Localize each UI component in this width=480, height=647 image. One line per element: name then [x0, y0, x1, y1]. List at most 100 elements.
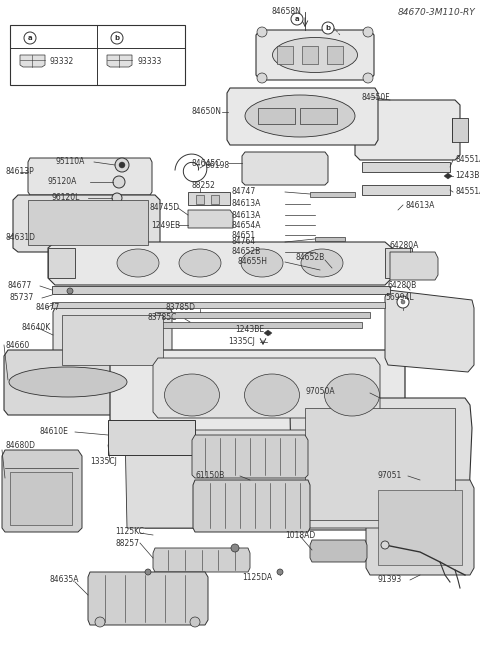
- Text: 64280B: 64280B: [388, 281, 417, 289]
- Bar: [277, 46, 293, 64]
- Ellipse shape: [165, 374, 219, 416]
- Polygon shape: [108, 420, 195, 455]
- Polygon shape: [378, 490, 462, 565]
- Circle shape: [111, 32, 123, 44]
- Circle shape: [322, 22, 334, 34]
- Circle shape: [363, 73, 373, 83]
- Circle shape: [95, 617, 105, 627]
- Text: b: b: [325, 25, 331, 31]
- Ellipse shape: [117, 249, 159, 277]
- Polygon shape: [290, 398, 472, 530]
- Text: 83785D: 83785D: [165, 303, 195, 313]
- Polygon shape: [10, 472, 72, 525]
- Circle shape: [257, 73, 267, 83]
- Circle shape: [363, 27, 373, 37]
- Ellipse shape: [324, 374, 380, 416]
- Circle shape: [257, 27, 267, 37]
- Polygon shape: [305, 408, 455, 520]
- Text: 84551A: 84551A: [455, 155, 480, 164]
- Polygon shape: [242, 152, 328, 185]
- Polygon shape: [390, 252, 438, 280]
- Text: 84645C: 84645C: [192, 159, 221, 168]
- Text: 1243BE: 1243BE: [235, 325, 264, 334]
- Text: 84640K: 84640K: [22, 324, 51, 333]
- Text: 96120L: 96120L: [52, 193, 80, 203]
- Text: 84652B: 84652B: [295, 254, 324, 263]
- Text: 93332: 93332: [50, 56, 74, 65]
- Ellipse shape: [241, 249, 283, 277]
- Text: 85737: 85737: [10, 294, 34, 303]
- Text: 1243BE: 1243BE: [455, 171, 480, 181]
- Bar: [196, 195, 204, 204]
- Bar: [10, 25, 185, 85]
- Text: a: a: [295, 16, 300, 22]
- Text: 88257: 88257: [115, 538, 139, 547]
- Text: 84652B: 84652B: [232, 248, 261, 256]
- Polygon shape: [148, 322, 362, 328]
- Text: 1125DA: 1125DA: [242, 573, 272, 582]
- Text: 84613A: 84613A: [232, 210, 262, 219]
- Polygon shape: [366, 480, 474, 575]
- Text: 84747: 84747: [232, 188, 256, 197]
- Text: 97051: 97051: [378, 470, 402, 479]
- Text: 64280A: 64280A: [390, 241, 420, 250]
- Polygon shape: [355, 100, 460, 160]
- Polygon shape: [258, 108, 295, 124]
- Polygon shape: [110, 350, 405, 528]
- Ellipse shape: [9, 367, 127, 397]
- Text: 84655H: 84655H: [238, 258, 268, 267]
- Text: a: a: [28, 35, 32, 41]
- Text: 1335CJ: 1335CJ: [90, 457, 117, 466]
- Text: 84677: 84677: [35, 303, 59, 313]
- Polygon shape: [362, 185, 450, 195]
- Text: 84670-3M110-RY: 84670-3M110-RY: [397, 8, 475, 17]
- Polygon shape: [88, 572, 208, 625]
- Text: 84550F: 84550F: [362, 93, 391, 102]
- Polygon shape: [153, 548, 250, 572]
- Polygon shape: [310, 540, 367, 562]
- Polygon shape: [13, 195, 160, 252]
- Text: 84677: 84677: [8, 281, 32, 291]
- Polygon shape: [300, 108, 337, 124]
- Text: 1335CJ: 1335CJ: [228, 338, 255, 347]
- Polygon shape: [385, 248, 412, 278]
- Polygon shape: [2, 450, 82, 532]
- Circle shape: [112, 193, 122, 203]
- Circle shape: [145, 569, 151, 575]
- Text: 84660: 84660: [5, 340, 29, 349]
- Polygon shape: [28, 158, 152, 195]
- Text: 1018AD: 1018AD: [285, 531, 315, 540]
- Polygon shape: [125, 430, 390, 528]
- Text: 84650N: 84650N: [192, 107, 222, 116]
- Text: 97050A: 97050A: [305, 388, 335, 397]
- Circle shape: [67, 288, 73, 294]
- Text: 84680D: 84680D: [5, 441, 35, 450]
- Circle shape: [115, 158, 129, 172]
- Text: 84551A: 84551A: [455, 188, 480, 197]
- Circle shape: [277, 569, 283, 575]
- Text: 84613A: 84613A: [232, 199, 262, 208]
- Ellipse shape: [301, 249, 343, 277]
- Text: 56994L: 56994L: [385, 294, 414, 303]
- Circle shape: [24, 32, 36, 44]
- Ellipse shape: [273, 38, 358, 72]
- Polygon shape: [20, 55, 45, 67]
- Polygon shape: [444, 173, 452, 179]
- Ellipse shape: [245, 95, 355, 137]
- Polygon shape: [52, 302, 385, 308]
- Text: 84658N: 84658N: [272, 8, 302, 17]
- Polygon shape: [264, 330, 272, 336]
- Polygon shape: [48, 242, 392, 285]
- Polygon shape: [62, 315, 163, 365]
- Text: 93333: 93333: [137, 56, 161, 65]
- Polygon shape: [52, 286, 390, 294]
- Circle shape: [401, 300, 405, 304]
- Text: 84613P: 84613P: [5, 168, 34, 177]
- Text: 84635A: 84635A: [50, 575, 80, 584]
- Text: 95110A: 95110A: [55, 157, 84, 166]
- Circle shape: [190, 617, 200, 627]
- Text: 84654A: 84654A: [232, 221, 262, 230]
- Text: 84613A: 84613A: [405, 201, 434, 210]
- Text: 1125KC: 1125KC: [115, 527, 144, 536]
- Text: 84651: 84651: [232, 230, 256, 239]
